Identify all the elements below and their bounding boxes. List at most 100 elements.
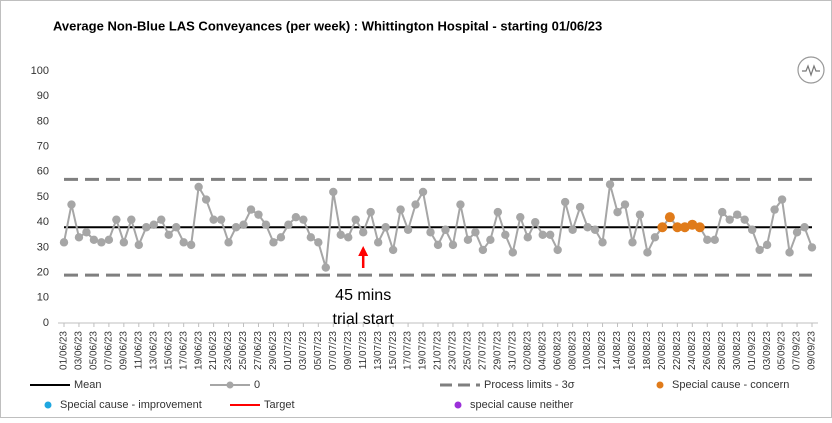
icon-wave xyxy=(802,64,820,77)
data-point xyxy=(516,212,525,222)
data-point xyxy=(209,215,218,224)
x-tick-label: 19/07/23 xyxy=(418,331,429,370)
data-point xyxy=(291,212,301,222)
chart-icon[interactable] xyxy=(797,56,825,84)
legend-label: Mean xyxy=(74,379,102,391)
y-tick-label: 40 xyxy=(37,216,49,228)
x-tick-label: 31/07/23 xyxy=(507,331,518,370)
x-tick-label: 05/06/23 xyxy=(89,331,100,370)
x-tick-label: 09/07/23 xyxy=(343,331,354,370)
x-tick-label: 03/06/23 xyxy=(74,331,85,370)
x-tick-label: 30/08/23 xyxy=(732,331,743,370)
icon-circle[interactable] xyxy=(797,56,825,84)
legend-label: special cause neither xyxy=(470,399,574,411)
x-tick-label: 06/08/23 xyxy=(552,331,563,370)
data-point xyxy=(201,195,211,204)
data-point xyxy=(82,228,91,237)
data-point xyxy=(329,187,338,197)
data-point xyxy=(508,248,517,257)
legend-label: 0 xyxy=(254,379,260,391)
x-tick-label: 01/06/23 xyxy=(59,331,70,370)
x-tick-label: 29/06/23 xyxy=(268,331,279,370)
legend-swatch xyxy=(454,401,462,409)
x-tick-label: 11/06/23 xyxy=(133,331,144,370)
data-point xyxy=(800,223,809,232)
data-point xyxy=(59,238,69,247)
data-point xyxy=(770,205,779,214)
data-point xyxy=(807,243,817,252)
data-point xyxy=(762,240,772,250)
data-point xyxy=(710,235,719,245)
data-point xyxy=(261,220,271,229)
y-tick-label: 10 xyxy=(37,292,49,304)
data-point xyxy=(314,238,323,247)
x-tick-label: 13/07/23 xyxy=(373,331,384,370)
data-point xyxy=(134,240,143,250)
data-point xyxy=(664,212,675,223)
legend-label: Special cause - concern xyxy=(672,379,789,391)
y-tick-label: 60 xyxy=(37,166,49,178)
x-tick-label: 07/09/23 xyxy=(792,331,803,370)
data-point xyxy=(97,238,106,247)
data-point xyxy=(733,210,742,219)
data-point xyxy=(620,200,630,209)
data-point xyxy=(740,215,749,224)
legend-swatch-dot xyxy=(226,381,234,389)
data-point xyxy=(725,215,734,224)
data-point xyxy=(635,210,645,219)
data-point xyxy=(351,215,360,224)
data-point xyxy=(583,223,592,232)
y-tick-label: 80 xyxy=(37,115,49,127)
x-tick-label: 05/09/23 xyxy=(777,331,788,370)
data-point xyxy=(186,240,196,250)
data-point xyxy=(463,235,473,245)
data-point xyxy=(254,210,263,219)
data-point xyxy=(747,225,757,234)
y-tick-label: 20 xyxy=(37,267,49,279)
x-tick-label: 15/07/23 xyxy=(388,331,399,370)
data-point xyxy=(149,220,158,229)
x-tick-label: 19/06/23 xyxy=(193,331,204,370)
data-point xyxy=(531,218,540,227)
x-tick-label: 02/08/23 xyxy=(522,331,533,370)
x-tick-label: 29/07/23 xyxy=(492,331,503,370)
x-tick-label: 26/08/23 xyxy=(702,331,713,370)
data-point xyxy=(336,230,345,239)
legend-label: Process limits - 3σ xyxy=(484,379,575,391)
data-point xyxy=(142,223,151,232)
x-tick-label: 17/06/23 xyxy=(178,331,189,370)
x-tick-label: 16/08/23 xyxy=(627,331,638,370)
data-point xyxy=(164,230,173,239)
x-tick-label: 20/08/23 xyxy=(657,331,668,370)
data-point xyxy=(694,222,705,233)
data-point xyxy=(321,263,330,272)
data-point xyxy=(560,197,570,207)
legend-label: Special cause - improvement xyxy=(60,399,202,411)
data-point xyxy=(388,245,398,255)
data-point xyxy=(657,222,668,233)
data-point xyxy=(359,228,368,237)
legend-swatch xyxy=(656,381,664,389)
data-point xyxy=(411,200,420,209)
data-point xyxy=(67,200,76,209)
chart-title: Average Non-Blue LAS Conveyances (per we… xyxy=(53,18,602,33)
data-point xyxy=(239,220,248,229)
data-point xyxy=(426,228,435,237)
data-point xyxy=(553,245,562,255)
y-tick-label: 90 xyxy=(37,90,49,102)
data-point xyxy=(486,235,495,245)
x-tick-label: 07/06/23 xyxy=(104,331,115,370)
data-point xyxy=(127,215,136,224)
data-point xyxy=(538,230,547,239)
data-point xyxy=(792,228,802,237)
data-point xyxy=(224,238,233,247)
annotation-text: 45 mins xyxy=(335,287,391,304)
data-point xyxy=(613,207,622,217)
data-point xyxy=(448,240,458,250)
data-point xyxy=(74,233,84,242)
data-point xyxy=(179,238,188,247)
x-tick-label: 25/07/23 xyxy=(463,331,474,370)
data-point xyxy=(104,235,114,245)
